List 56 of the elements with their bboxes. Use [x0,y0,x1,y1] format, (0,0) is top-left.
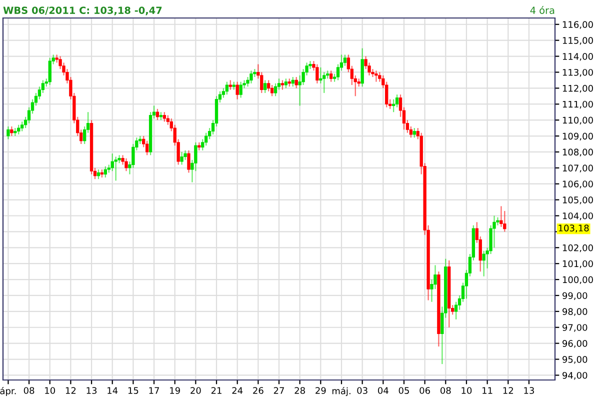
x-tick-label: 12 [66,387,76,394]
x-tick-label: 12 [503,387,513,394]
chart-title: WBS 06/2011 C: 103,18 -0,47 [3,6,162,16]
y-tick-label: 110,00 [562,116,593,125]
chart-subtitle: 4 óra [530,6,554,14]
y-tick-label: 114,00 [562,53,593,61]
y-tick-label: 96,00 [562,340,588,348]
y-tick-label: 98,00 [562,308,588,316]
y-tick-label: 115,00 [562,37,593,45]
x-tick-label: ápr. [0,386,16,396]
x-tick-label: 08 [440,387,451,394]
y-tick-label: 100,00 [562,276,593,284]
x-tick-label: 10 [45,387,56,394]
x-tick-label: 05 [398,387,409,394]
x-tick-label: 24 [232,387,243,394]
candlestick [118,154,121,164]
y-tick-label: 99,00 [562,292,588,300]
x-tick-label: 29 [316,387,326,394]
x-tick-label: 10 [462,387,472,394]
y-tick-label: 97,00 [562,324,588,332]
y-tick-label: 111,00 [562,100,593,109]
y-tick-label: 112,00 [562,84,593,93]
y-tick-label: 101,00 [562,260,593,268]
y-tick-label: 107,00 [562,164,593,172]
y-tick-label: 102,00 [562,244,593,252]
x-tick-label: máj. [332,386,350,396]
x-tick-label: 13 [86,387,97,394]
x-tick-label: 06 [420,387,430,394]
x-tick-label: 27 [274,387,284,394]
x-tick-label: 08 [24,387,34,394]
y-tick-label: 108,00 [562,148,593,156]
x-tick-label: 21 [211,387,222,394]
x-tick-label: 20 [190,387,201,394]
x-tick-label: 04 [378,387,388,394]
x-tick-label: 03 [357,387,368,394]
y-tick-label: 105,00 [562,196,593,204]
x-tick-label: 28 [294,387,305,394]
y-tick-label: 109,00 [562,132,593,140]
y-tick-label: 106,00 [562,180,593,188]
x-tick-label: 11 [482,387,492,394]
x-tick-label: 26 [253,387,264,394]
x-tick-label: 13 [524,387,534,394]
candlestick [371,68,374,78]
y-tick-label: 104,00 [562,212,593,220]
annotation: 103,18 [558,224,589,232]
candlestick [308,60,312,70]
candlestick [253,68,256,78]
x-tick-label: 19 [170,387,180,394]
y-tick-label: 94,00 [562,372,588,380]
y-tick-label: 116,00 [562,21,593,29]
y-tick-label: 95,00 [562,356,588,364]
candlestick [496,216,500,226]
x-tick-label: 17 [149,387,159,394]
y-tick-label: 113,00 [562,68,593,77]
x-tick-label: 15 [128,387,138,394]
x-tick-label: 14 [108,387,118,394]
